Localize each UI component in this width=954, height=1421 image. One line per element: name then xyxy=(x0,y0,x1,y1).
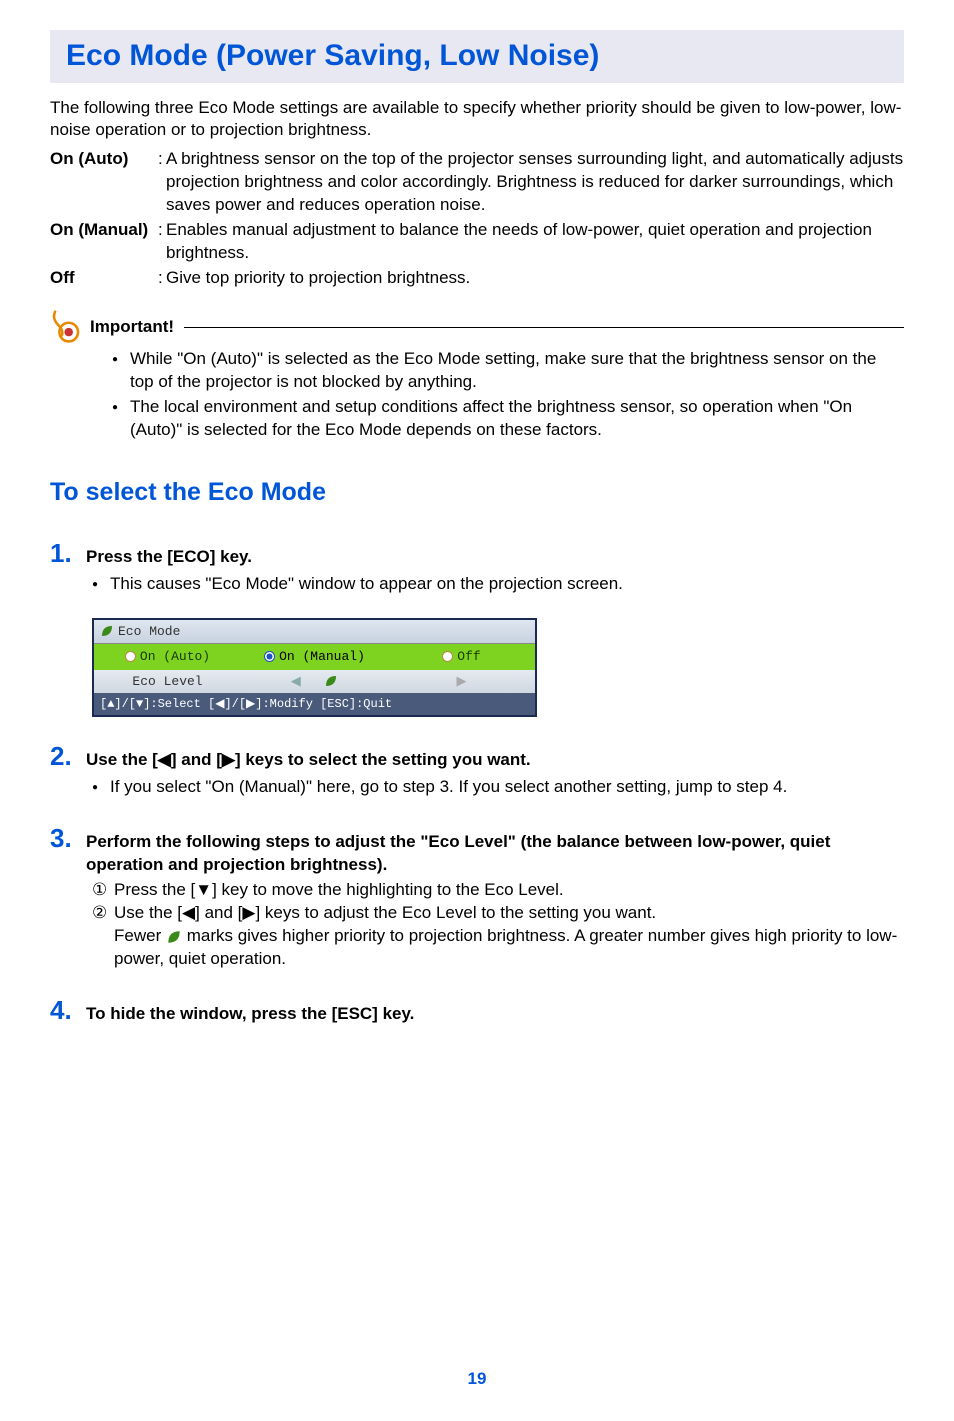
def-desc: Enables manual adjustment to balance the… xyxy=(166,219,904,265)
step-title: Press the [ECO] key. xyxy=(86,546,252,569)
step-title: Use the [◀] and [▶] keys to select the s… xyxy=(86,749,531,772)
def-row: On (Manual) : Enables manual adjustment … xyxy=(50,219,904,265)
eco-option-auto: On (Auto) xyxy=(94,644,241,670)
leaf-icon xyxy=(100,624,114,638)
t: marks gives higher priority to projectio… xyxy=(114,926,897,968)
step-bullet: This causes "Eco Mode" window to appear … xyxy=(92,573,904,596)
sub-heading: To select the Eco Mode xyxy=(50,476,904,510)
leaf-icon xyxy=(166,929,182,945)
down-triangle-icon: ▼ xyxy=(195,880,212,899)
def-term: Off xyxy=(50,267,158,290)
step-bullet: If you select "On (Manual)" here, go to … xyxy=(92,776,904,799)
eco-window-titlebar: Eco Mode xyxy=(94,620,535,645)
important-divider xyxy=(184,327,904,328)
substep-1: ① Press the [▼] key to move the highligh… xyxy=(92,879,904,902)
def-row: Off : Give top priority to projection br… xyxy=(50,267,904,290)
eco-option-off: Off xyxy=(388,644,535,670)
def-desc: Give top priority to projection brightne… xyxy=(166,267,904,290)
step-number: 4. xyxy=(50,993,86,1028)
important-item: While "On (Auto)" is selected as the Eco… xyxy=(112,348,904,394)
eco-level-label: Eco Level xyxy=(94,673,241,691)
opt-label: Off xyxy=(457,649,480,664)
t: ] and [ xyxy=(195,903,242,922)
eco-options-row: On (Auto) On (Manual) Off xyxy=(94,644,535,670)
intro-text: The following three Eco Mode settings ar… xyxy=(50,97,904,143)
main-title-bar: Eco Mode (Power Saving, Low Noise) xyxy=(50,30,904,83)
step-number: 3. xyxy=(50,821,86,856)
right-triangle-icon: ▶ xyxy=(222,750,235,769)
def-term: On (Manual) xyxy=(50,219,158,265)
t: ] keys to select the setting you want. xyxy=(235,750,531,769)
eco-option-manual: On (Manual) xyxy=(241,644,388,670)
eco-level-row: Eco Level ◀ ▶ xyxy=(94,670,535,694)
def-colon: : xyxy=(158,267,166,290)
opt-label: On (Manual) xyxy=(279,649,365,664)
t: Fewer xyxy=(114,926,166,945)
def-desc: A brightness sensor on the top of the pr… xyxy=(166,148,904,217)
step-title: To hide the window, press the [ESC] key. xyxy=(86,1003,414,1026)
def-row: On (Auto) : A brightness sensor on the t… xyxy=(50,148,904,217)
circled-2-icon: ② xyxy=(92,902,107,925)
important-item: The local environment and setup conditio… xyxy=(112,396,904,442)
eco-mode-window: Eco Mode On (Auto) On (Manual) Off Eco L… xyxy=(92,618,537,718)
step-number: 2. xyxy=(50,739,86,774)
eco-window-footer: [▲]/[▼]:Select [◀]/[▶]:Modify [ESC]:Quit xyxy=(94,693,535,715)
t: ] keys to adjust the Eco Level to the se… xyxy=(255,903,656,922)
important-header: Important! xyxy=(50,310,904,344)
definitions: On (Auto) : A brightness sensor on the t… xyxy=(50,148,904,290)
def-colon: : xyxy=(158,219,166,265)
important-list: While "On (Auto)" is selected as the Eco… xyxy=(112,348,904,442)
right-triangle-icon: ▶ xyxy=(242,903,255,922)
def-term: On (Auto) xyxy=(50,148,158,217)
important-label: Important! xyxy=(90,316,174,339)
eco-level-slider: ◀ xyxy=(241,673,388,691)
left-triangle-icon: ◀ xyxy=(182,903,195,922)
t: Use the [ xyxy=(114,903,182,922)
def-colon: : xyxy=(158,148,166,217)
step-3: 3. Perform the following steps to adjust… xyxy=(50,821,904,971)
circled-1-icon: ① xyxy=(92,879,107,902)
substep-2: ② Use the [◀] and [▶] keys to adjust the… xyxy=(92,902,904,971)
opt-label: On (Auto) xyxy=(140,649,210,664)
t: ] key to move the highlighting to the Ec… xyxy=(212,880,564,899)
t: Use the [ xyxy=(86,750,158,769)
t: ] and [ xyxy=(171,750,222,769)
step-number: 1. xyxy=(50,536,86,571)
t: Press the [ xyxy=(114,880,195,899)
step-2: 2. Use the [◀] and [▶] keys to select th… xyxy=(50,739,904,799)
left-triangle-icon: ◀ xyxy=(158,750,171,769)
step-title: Perform the following steps to adjust th… xyxy=(86,831,904,877)
important-box: Important! While "On (Auto)" is selected… xyxy=(50,310,904,442)
main-title: Eco Mode (Power Saving, Low Noise) xyxy=(66,36,888,77)
eco-level-right-arrow: ▶ xyxy=(388,673,535,691)
step-1: 1. Press the [ECO] key. This causes "Eco… xyxy=(50,536,904,596)
step-4: 4. To hide the window, press the [ESC] k… xyxy=(50,993,904,1028)
leaf-icon xyxy=(324,674,338,688)
important-icon xyxy=(50,310,84,344)
page-number: 19 xyxy=(50,1368,904,1391)
eco-window-title: Eco Mode xyxy=(118,623,180,641)
